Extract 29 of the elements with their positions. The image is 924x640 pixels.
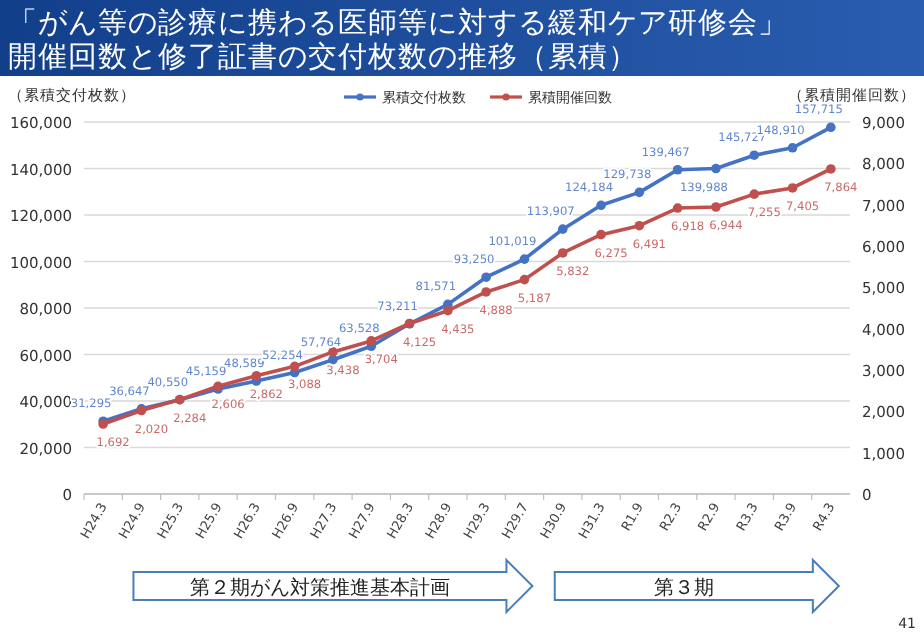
point [519,274,530,285]
point [826,122,836,133]
point [787,183,798,193]
point [711,202,721,212]
chart-subtitle: 開催回数と修了証書の交付枚数の推移（累積） [8,40,638,74]
point [557,248,568,258]
point [634,187,645,198]
point [443,305,453,316]
point [481,287,491,297]
chart-title: 「がん等の診療に携わる医師等に対する緩和ケア研修会」 [8,6,788,40]
point [672,203,683,213]
text: 第３期 [653,576,714,600]
point [749,189,760,199]
text: 第２期がん対策推進基本計画 [189,576,450,600]
point [289,361,300,372]
point [634,220,645,231]
point [519,254,530,264]
point [251,370,262,381]
point [672,164,683,175]
point [557,224,568,234]
point [596,200,606,211]
point [366,336,377,346]
point [481,272,491,282]
point [749,150,760,160]
point [596,229,606,240]
point [826,164,836,174]
point [328,347,338,357]
point [711,163,721,174]
point [787,142,798,153]
